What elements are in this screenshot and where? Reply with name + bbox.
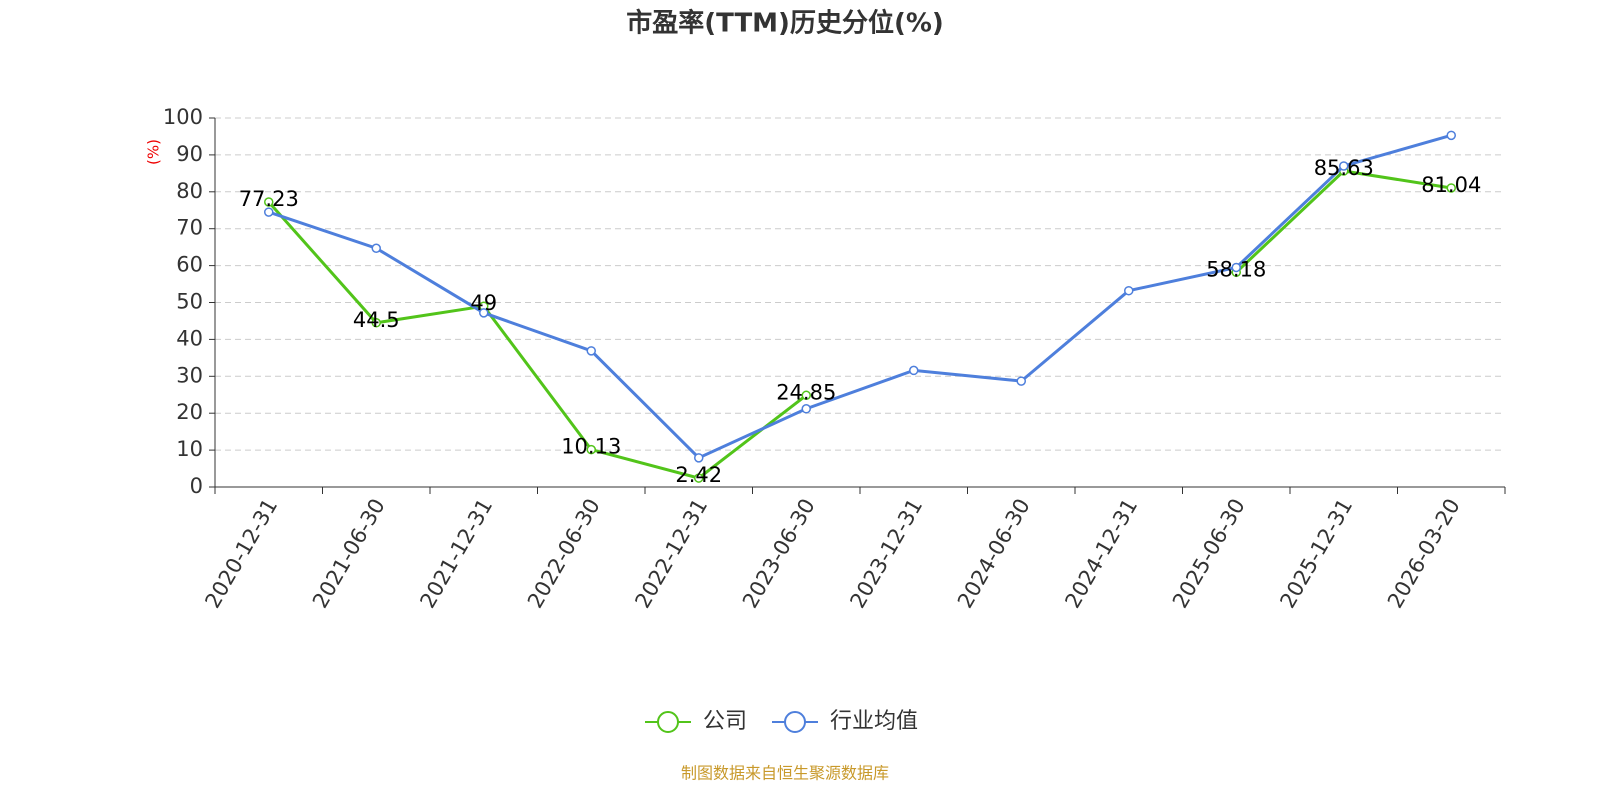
x-tick-label: 2026-03-20 <box>1383 495 1465 613</box>
legend-label: 行业均值 <box>830 709 918 734</box>
x-tick-label: 2023-06-30 <box>738 495 820 613</box>
data-label: 85.63 <box>1314 156 1374 180</box>
x-tick-label: 2024-06-30 <box>953 495 1035 613</box>
x-tick-label: 2023-12-31 <box>845 495 927 613</box>
series-line <box>267 169 1452 480</box>
data-label: 10.13 <box>561 435 621 459</box>
point <box>586 444 596 455</box>
data-label: 58.18 <box>1206 257 1266 281</box>
x-tick-label: 2024-12-31 <box>1060 495 1142 613</box>
x-tick-label: 2022-12-31 <box>630 495 712 613</box>
x-tick-label: 2021-06-30 <box>308 495 390 613</box>
y-tick-label: 60 <box>176 253 203 277</box>
y-tick-label: 0 <box>190 474 203 498</box>
point <box>801 404 811 414</box>
point <box>1446 183 1456 193</box>
y-tick-label: 50 <box>176 290 203 314</box>
point <box>371 318 381 328</box>
point <box>1339 161 1349 171</box>
point <box>479 308 489 318</box>
point <box>694 473 704 483</box>
point <box>694 453 704 463</box>
y-tick-label: 80 <box>176 179 203 203</box>
point <box>264 197 274 207</box>
data-label: 24.85 <box>776 380 836 404</box>
legend-label: 公司 <box>703 709 747 734</box>
series-line <box>268 133 1452 460</box>
x-tick-label: 2020-12-31 <box>200 495 282 613</box>
point <box>1124 285 1134 296</box>
point <box>586 346 596 356</box>
legend-marker <box>657 711 679 733</box>
x-tick-label: 2025-12-31 <box>1275 495 1357 613</box>
y-axis-label: (%) <box>145 139 163 165</box>
point <box>1446 130 1456 141</box>
data-label: 44.5 <box>353 308 400 332</box>
data-label: 81.04 <box>1421 173 1481 197</box>
y-tick-label: 10 <box>176 437 203 461</box>
x-tick-label: 2025-06-30 <box>1168 495 1250 613</box>
source-note: 制图数据来自恒生聚源数据库 <box>681 764 889 783</box>
point <box>264 207 274 217</box>
data-label: 77.23 <box>239 187 299 211</box>
y-tick-label: 40 <box>176 326 203 350</box>
point <box>909 365 919 376</box>
x-tick-label: 2022-06-30 <box>523 495 605 613</box>
data-label: 2.42 <box>675 463 722 487</box>
y-tick-label: 70 <box>176 216 203 240</box>
y-tick-label: 30 <box>176 363 203 387</box>
point <box>1231 262 1241 273</box>
y-tick-label: 100 <box>163 105 203 129</box>
y-tick-label: 20 <box>176 400 203 424</box>
point <box>801 390 811 401</box>
point <box>371 243 381 254</box>
chart-title: 市盈率(TTM)历史分位(%) <box>626 8 944 39</box>
data-label: 49 <box>470 291 497 315</box>
legend-marker <box>784 711 806 733</box>
y-tick-label: 90 <box>176 142 203 166</box>
x-tick-label: 2021-12-31 <box>415 495 497 613</box>
point <box>1016 376 1026 386</box>
